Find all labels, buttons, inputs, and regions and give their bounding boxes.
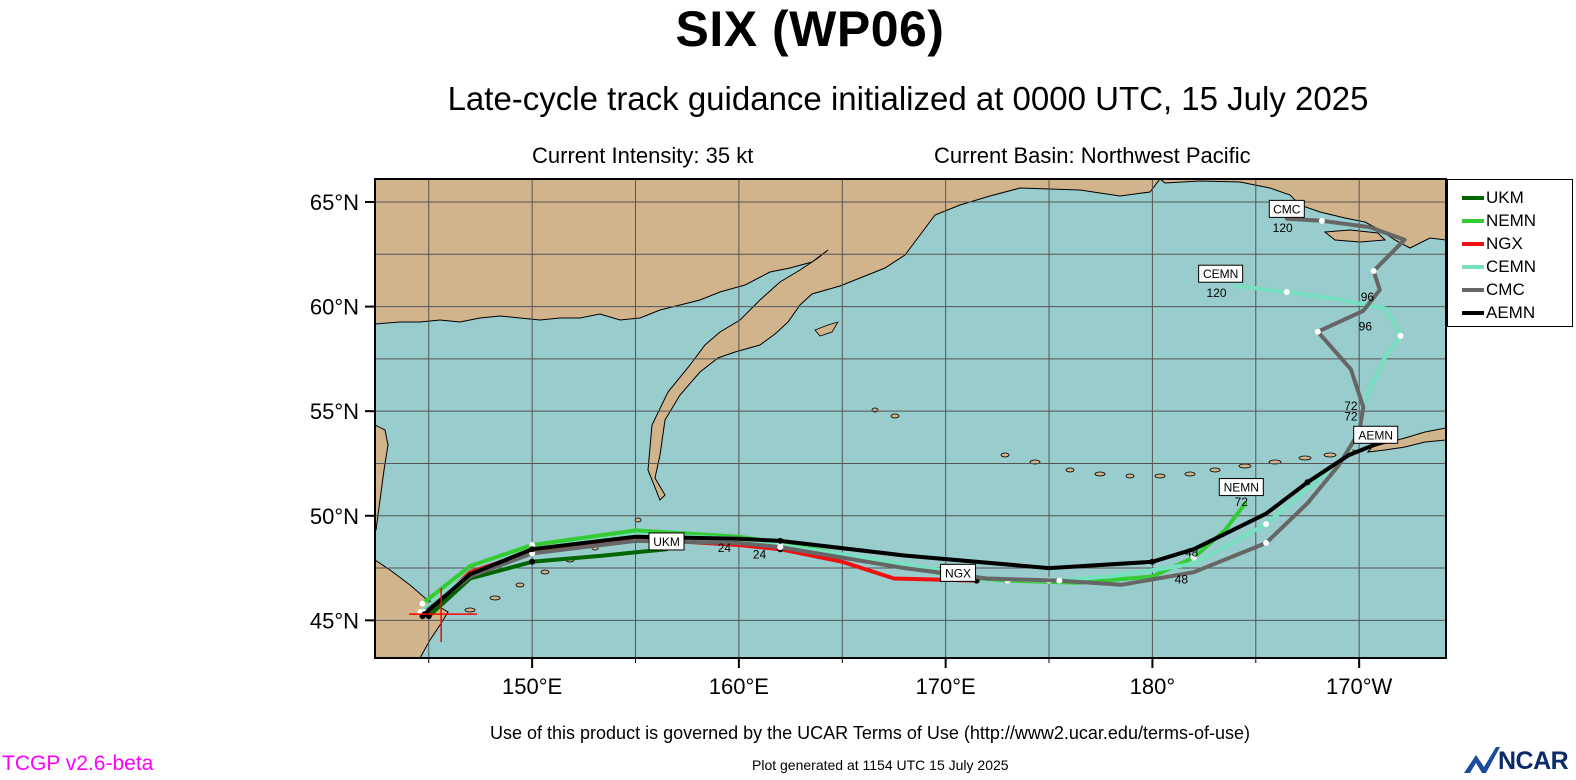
lat-tick-label: 55°N: [310, 399, 359, 424]
legend-label: AEMN: [1486, 303, 1536, 322]
tau-label: 72: [1235, 495, 1249, 509]
track-point-cemn: [1397, 332, 1404, 339]
current-intensity: Current Intensity: 35 kt: [532, 143, 754, 168]
track-point-nemn: [419, 600, 426, 607]
track-point-cemn: [1283, 288, 1290, 295]
track-label-box-cemn: [1198, 264, 1244, 283]
track-label-box-nemn: [1218, 478, 1264, 497]
track-point-cemn: [1263, 521, 1270, 528]
tau-label: 48: [1175, 573, 1189, 587]
tau-label: 96: [1361, 290, 1375, 304]
lon-tick-label: 180°: [1130, 674, 1176, 699]
version-label: TCGP v2.6-beta: [2, 752, 154, 775]
track-aemn: [422, 440, 1382, 617]
chart-title: SIX (WP06): [675, 1, 945, 57]
terms-of-use: Use of this product is governed by the U…: [490, 723, 1250, 743]
lon-tick-label: 150°E: [502, 674, 562, 699]
tau-label: 120: [1273, 221, 1293, 235]
legend-swatch: [1462, 311, 1484, 315]
land-alaska: [1159, 179, 1446, 249]
ncar-swoosh-icon: [1464, 747, 1500, 773]
legend-item-ngx: NGX: [1462, 233, 1523, 255]
track-label-box-ngx: [940, 563, 977, 582]
track-label-cmc: CMC: [1273, 202, 1301, 216]
landmasses: [375, 179, 1446, 658]
track-point-cmc: [1056, 577, 1063, 584]
lon-tick-label: 160°E: [709, 674, 769, 699]
legend: UKM NEMN NGX CEMN CMC AEMN: [1447, 179, 1573, 327]
land-siberia: [375, 179, 1161, 501]
ncar-logo-text: NCAR: [1498, 747, 1569, 775]
legend-label: NGX: [1486, 234, 1523, 253]
track-point-cmc: [1370, 268, 1377, 275]
lat-tick-label: 50°N: [310, 504, 359, 529]
track-label-ukm: UKM: [653, 535, 680, 549]
aleutian-islands: [1000, 449, 1358, 479]
land-island-st-lawrence: [1323, 229, 1387, 243]
track-point-ukm: [529, 558, 536, 565]
track-point-cmc: [1263, 539, 1270, 546]
legend-swatch: [1462, 219, 1484, 223]
tau-label: 24: [753, 547, 767, 561]
track-label-ngx: NGX: [945, 566, 971, 580]
track-point-nemn: [529, 542, 536, 549]
chart-subtitle: Late-cycle track guidance initialized at…: [447, 80, 1369, 117]
land-alaska-peninsula: [1366, 427, 1446, 453]
land-karaginsky: [814, 321, 839, 337]
legend-label: CEMN: [1486, 257, 1537, 276]
track-point-aemn: [1304, 479, 1311, 486]
track-label-cemn: CEMN: [1203, 267, 1238, 281]
legend-item-nemn: NEMN: [1462, 210, 1536, 232]
legend-item-aemn: AEMN: [1462, 302, 1535, 324]
track-label-box-cmc: [1268, 199, 1305, 218]
tau-label: 72: [1344, 399, 1358, 413]
lon-tick-label: 170°E: [916, 674, 976, 699]
tau-label: 48: [1185, 545, 1199, 559]
current-basin: Current Basin: Northwest Pacific: [934, 143, 1251, 168]
current-position-marker: [409, 588, 478, 643]
legend-swatch: [1462, 242, 1484, 246]
lat-tick-label: 60°N: [310, 295, 359, 320]
track-point-aemn: [529, 546, 536, 553]
legend-label: UKM: [1486, 188, 1524, 207]
tau-label: 72: [1344, 409, 1358, 423]
tau-label: 96: [1359, 319, 1373, 333]
track-label-box-ukm: [648, 532, 685, 551]
legend-item-ukm: UKM: [1462, 187, 1524, 209]
legend-label: CMC: [1486, 280, 1525, 299]
lat-tick-label: 45°N: [310, 608, 359, 633]
tau-label: 24: [718, 541, 732, 555]
tau-label: 120: [1206, 286, 1226, 300]
track-label-aemn: AEMN: [1358, 428, 1393, 442]
track-point-cmc: [777, 544, 784, 551]
legend-item-cemn: CEMN: [1462, 256, 1536, 278]
track-point-aemn: [1149, 558, 1156, 565]
plot-generated-time: Plot generated at 1154 UTC 15 July 2025: [752, 757, 1009, 773]
lon-tick-label: 170°W: [1326, 674, 1393, 699]
track-label-nemn: NEMN: [1224, 481, 1259, 495]
ncar-logo: NCAR: [1462, 745, 1572, 777]
legend-swatch: [1462, 196, 1484, 200]
track-label-box-aemn: [1353, 425, 1399, 444]
legend-swatch: [1462, 288, 1484, 292]
map-frame: [374, 178, 1447, 659]
axis-ticks: 65°N 60°N 55°N 50°N 45°N 150°E 160°E 170°E 180° 1…: [310, 190, 1393, 699]
track-point-nemn: [1190, 554, 1197, 561]
lat-tick-label: 65°N: [310, 190, 359, 215]
commander-islands: [871, 407, 900, 419]
legend-label: NEMN: [1486, 211, 1537, 230]
legend-item-cmc: CMC: [1462, 279, 1525, 301]
track-point-cmc: [1318, 217, 1325, 224]
model-tracks: [417, 216, 1407, 620]
land-hokkaido: [375, 559, 449, 658]
legend-swatch: [1462, 265, 1484, 269]
track-point-cmc: [1314, 328, 1321, 335]
track-point-aemn: [777, 537, 784, 544]
